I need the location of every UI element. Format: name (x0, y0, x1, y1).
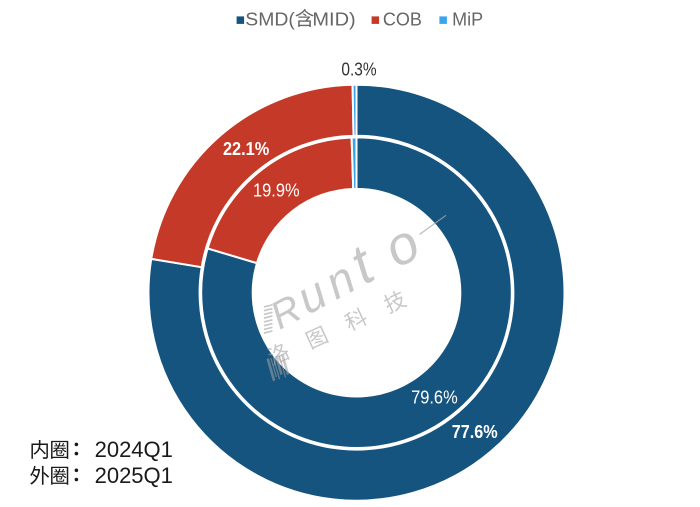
svg-text:0.3%: 0.3% (341, 58, 376, 79)
svg-text:MID): MID) (312, 10, 355, 30)
svg-text:19.9%: 19.9% (253, 181, 300, 201)
svg-text:22.1%: 22.1% (223, 139, 269, 159)
svg-text:SMD(: SMD( (245, 10, 294, 30)
svg-text:79.6%: 79.6% (411, 387, 458, 408)
svg-text:2025Q1: 2025Q1 (95, 463, 173, 488)
svg-text:COB: COB (383, 10, 422, 30)
svg-text:MiP: MiP (452, 10, 483, 30)
svg-text:o: o (374, 212, 429, 279)
svg-text:77.6%: 77.6% (452, 422, 498, 442)
svg-text:2024Q1: 2024Q1 (95, 437, 173, 462)
